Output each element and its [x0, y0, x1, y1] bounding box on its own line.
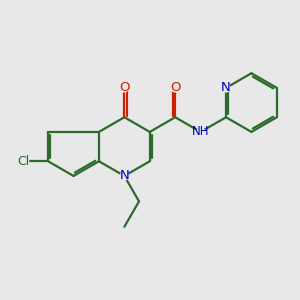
Circle shape: [196, 127, 205, 136]
Circle shape: [120, 83, 129, 93]
Circle shape: [221, 83, 231, 93]
Text: O: O: [170, 81, 180, 94]
Text: N: N: [221, 81, 231, 94]
Circle shape: [170, 83, 180, 93]
Text: NH: NH: [192, 125, 209, 138]
Text: N: N: [119, 169, 129, 182]
Text: O: O: [119, 81, 130, 94]
Circle shape: [120, 171, 129, 181]
Text: Cl: Cl: [17, 155, 29, 168]
Circle shape: [17, 155, 29, 167]
